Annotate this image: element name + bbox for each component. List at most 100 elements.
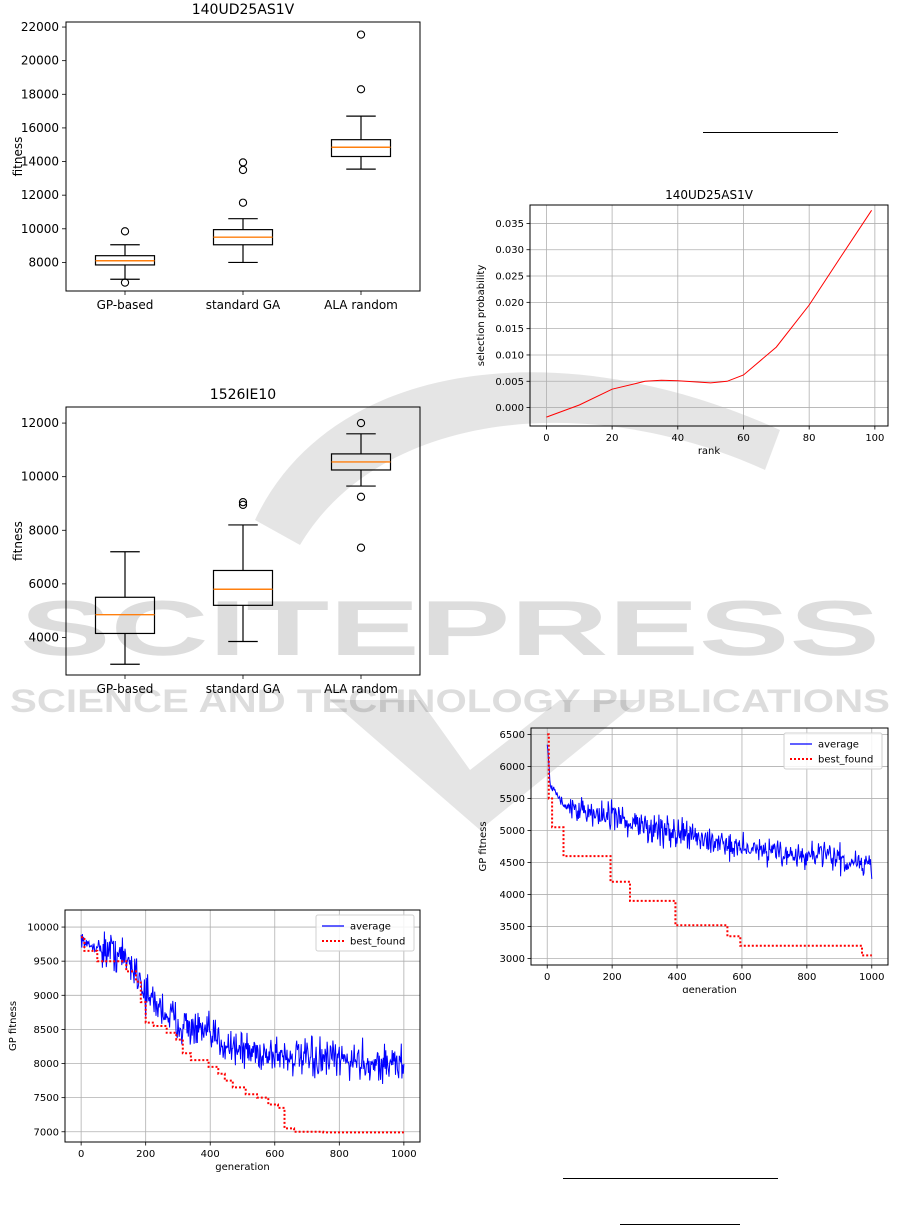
x-tick-label: 20: [606, 433, 619, 444]
y-tick-label: 7000: [34, 1127, 59, 1138]
y-tick-label: 8500: [34, 1025, 59, 1036]
box-2: [330, 30, 392, 170]
series-average: [546, 744, 873, 879]
x-tick-label: 0: [543, 433, 549, 444]
x-tick-label: 1000: [391, 1149, 416, 1160]
y-tick-label: 0.005: [495, 377, 524, 388]
series-best-found: [547, 733, 872, 957]
y-tick-label: 8000: [28, 255, 59, 269]
y-tick-label: 3000: [500, 954, 525, 965]
series-line: [546, 210, 873, 418]
outlier-point: [356, 85, 366, 94]
x-tick-label: 600: [265, 1149, 284, 1160]
y-tick-label: 10000: [21, 470, 59, 484]
gp-fitness-chart-right: 0 200 400 600 800 1000 3000 3500 4000 4500 5000 550…: [478, 727, 889, 993]
box-0: [94, 227, 156, 287]
footnote-rule-bottom-1: [563, 1178, 778, 1179]
legend: average best_found: [783, 732, 883, 770]
y-tick-label: 7500: [34, 1093, 59, 1104]
y-tick-label: 0.025: [495, 272, 524, 283]
x-axis-label: generation: [682, 985, 736, 993]
y-tick-label: 22000: [21, 20, 59, 34]
y-tick-label: 5500: [500, 794, 525, 805]
box-1: [212, 497, 274, 643]
y-tick-label: 0.020: [495, 298, 524, 309]
y-tick-label: 6000: [500, 762, 525, 773]
outlier-point: [356, 492, 366, 501]
series-line: [547, 733, 872, 957]
x-tick-label: 200: [603, 972, 622, 983]
y-tick-label: 10000: [27, 923, 59, 934]
legend: average best_found: [315, 914, 415, 952]
axes-frame: [64, 909, 421, 1143]
box-2: [330, 418, 392, 552]
y-tick-label: 4000: [28, 630, 59, 644]
x-tick-label: ALA random: [324, 682, 398, 696]
x-tick-label: 80: [803, 433, 816, 444]
axes-frame: [530, 727, 889, 966]
legend-label: best_found: [818, 755, 873, 766]
x-tick-label: 100: [865, 433, 884, 444]
x-tick-label: 0: [78, 1149, 84, 1160]
y-tick-label: 3500: [500, 922, 525, 933]
y-tick-label: 9000: [34, 991, 59, 1002]
x-tick-label: 400: [667, 972, 686, 983]
x-tick-label: ALA random: [324, 298, 398, 312]
y-axis-label: GP fitness: [8, 1001, 19, 1051]
footnote-rule-bottom-2: [620, 1224, 740, 1225]
axes-frame: [65, 21, 421, 292]
x-tick-label: 800: [797, 972, 816, 983]
y-tick-label: 6000: [28, 577, 59, 591]
series-best-found: [81, 936, 404, 1134]
outlier-point: [238, 500, 248, 509]
x-axis-label: generation: [215, 1162, 269, 1173]
chart-title: 1526IE10: [210, 387, 276, 403]
legend-label: average: [350, 922, 391, 933]
y-tick-label: 5000: [500, 826, 525, 837]
y-tick-label: 0.000: [495, 403, 524, 414]
y-tick-label: 12000: [21, 188, 59, 202]
x-tick-label: GP-based: [97, 682, 154, 696]
y-tick-label: 0.010: [495, 350, 524, 361]
x-tick-label: 60: [737, 433, 750, 444]
axes-frame: [65, 406, 421, 676]
legend-label: average: [818, 740, 859, 751]
legend-label: best_found: [350, 937, 405, 948]
y-tick-label: 20000: [21, 54, 59, 68]
boxplot-140UD25AS1V: 8000 10000 12000 14000 16000 18000 20000 22000 G…: [11, 2, 421, 312]
x-tick-label: 0: [544, 972, 550, 983]
series-line: [81, 936, 404, 1134]
y-tick-label: 0.035: [495, 219, 524, 230]
box-1: [212, 158, 274, 264]
x-tick-label: 1000: [859, 972, 884, 983]
outlier-point: [238, 497, 248, 507]
boxplot-1526IE10: 4000 6000 8000 10000 12000 GP-based standard G…: [11, 387, 421, 696]
y-tick-label: 0.030: [495, 245, 524, 256]
x-tick-label: 200: [136, 1149, 155, 1160]
outlier-point: [356, 418, 366, 428]
outlier-point: [356, 30, 366, 39]
x-tick-label: standard GA: [206, 298, 281, 312]
x-tick-label: 40: [671, 433, 684, 444]
outlier-point: [120, 278, 130, 287]
outlier-point: [238, 198, 248, 207]
outlier-point: [238, 158, 248, 167]
legend-box: [783, 732, 883, 770]
y-tick-label: 18000: [21, 87, 59, 101]
gp-fitness-chart-left: 0 200 400 600 800 1000 7000 7500 8000 8500 9000 950…: [8, 909, 421, 1173]
y-tick-label: 14000: [21, 155, 59, 169]
y-tick-label: 8000: [34, 1059, 59, 1070]
y-tick-label: 9500: [34, 957, 59, 968]
series-average: [80, 931, 405, 1085]
y-tick-label: 10000: [21, 222, 59, 236]
y-tick-label: 0.015: [495, 324, 524, 335]
chart-title: 140UD25AS1V: [192, 2, 295, 18]
series-0: [546, 210, 873, 418]
y-tick-label: 12000: [21, 416, 59, 430]
y-tick-label: 16000: [21, 121, 59, 135]
x-tick-label: GP-based: [97, 298, 154, 312]
legend-box: [315, 914, 415, 952]
outlier-point: [238, 165, 248, 175]
x-tick-label: standard GA: [206, 682, 281, 696]
x-tick-label: 800: [330, 1149, 349, 1160]
